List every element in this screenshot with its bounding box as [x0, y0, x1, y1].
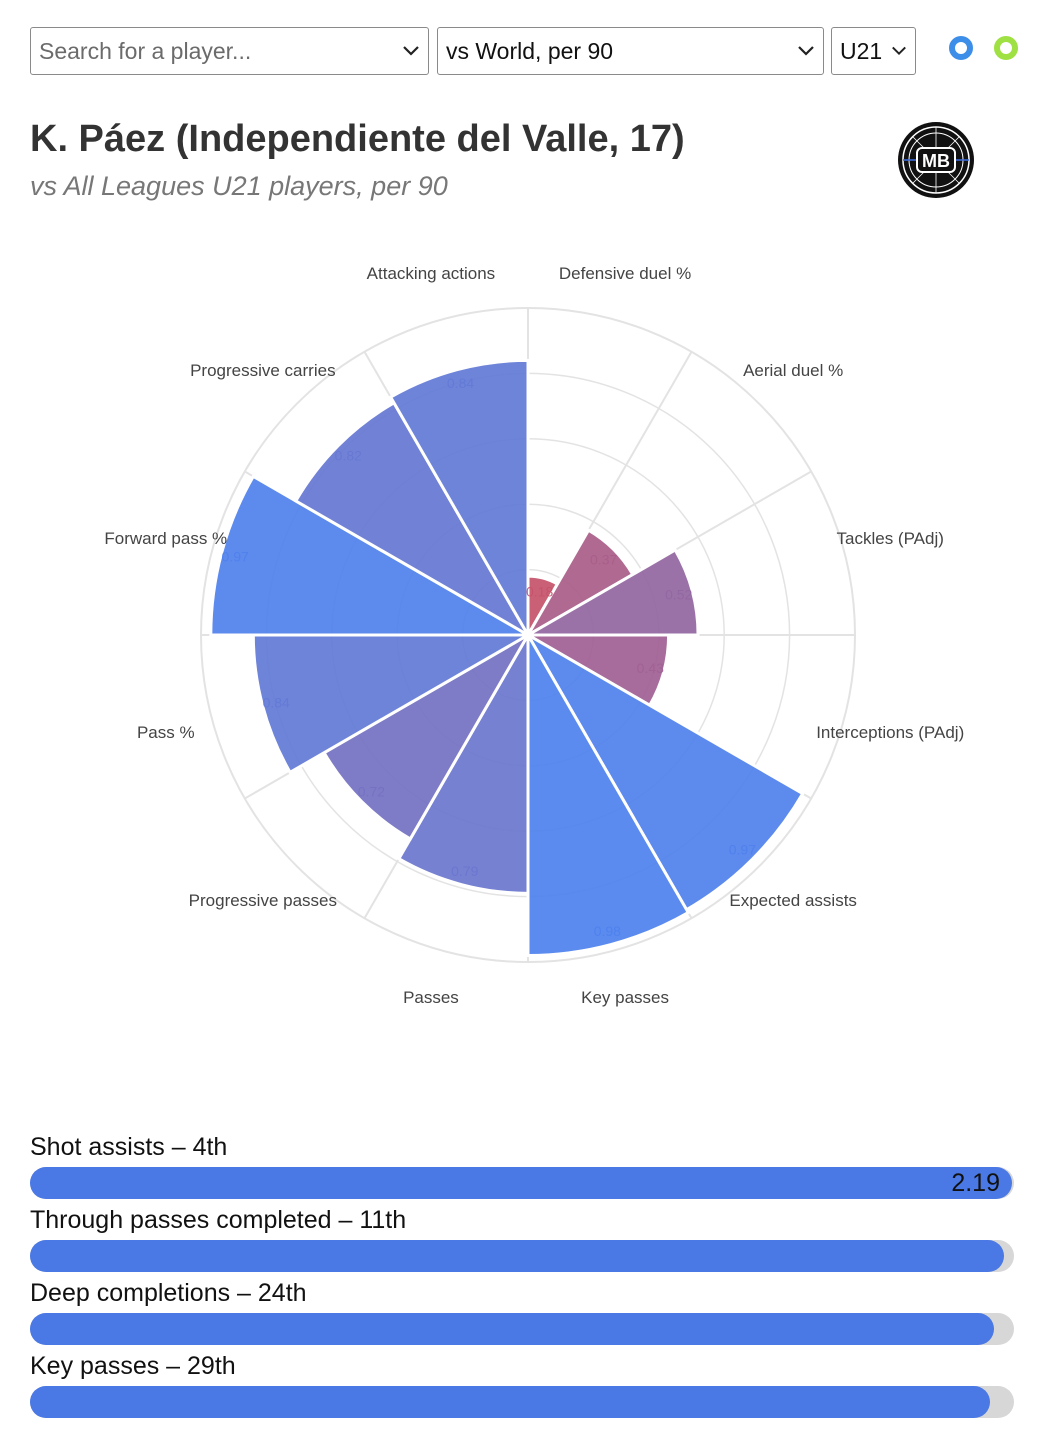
category-label: Aerial duel % [743, 361, 843, 380]
value-label: 0.97 [729, 841, 756, 857]
chevron-down-icon [403, 46, 419, 56]
value-label: 0.72 [358, 784, 385, 800]
wedge-progressive-passes[interactable] [322, 630, 533, 841]
stat-bar-fill [30, 1313, 995, 1345]
category-label: Forward pass % [104, 529, 227, 548]
category-label: Passes [403, 988, 459, 1007]
value-label: 0.98 [594, 923, 621, 939]
stat-value: 2.19 [951, 1169, 1000, 1197]
category-label: Attacking actions [367, 264, 496, 283]
stat-label: Key passes – 29th [30, 1352, 236, 1380]
age-group-value: U21 [840, 37, 883, 64]
stat-row: Deep completions – 24th [30, 1277, 1014, 1345]
stat-label: Deep completions – 24th [30, 1279, 307, 1307]
stat-label: Through passes completed – 11th [30, 1206, 407, 1234]
stat-row: Through passes completed – 11th [30, 1204, 1014, 1272]
wedge-tackles-padj[interactable] [522, 547, 700, 637]
stat-bar-track [30, 1240, 1014, 1272]
wedge-pass[interactable] [251, 633, 534, 775]
wedge-forward-pass[interactable] [209, 474, 534, 637]
category-label: Pass % [137, 723, 195, 742]
stat-bar-track [30, 1313, 1014, 1345]
wedge-passes[interactable] [396, 629, 530, 895]
chevron-down-icon [892, 46, 906, 56]
value-label: 0.79 [451, 863, 478, 879]
player-search-select[interactable]: Search for a player... [30, 27, 429, 75]
category-label: Progressive passes [189, 891, 337, 910]
comparison-value: vs World, per 90 [446, 37, 614, 64]
value-label: 0.37 [590, 551, 617, 567]
chevron-down-icon [798, 46, 814, 56]
age-group-select[interactable]: U21 [831, 27, 916, 75]
value-label: 0.84 [263, 694, 290, 710]
value-label: 0.97 [222, 549, 249, 565]
stat-bar-fill [30, 1386, 991, 1418]
wedge-key-passes[interactable] [526, 629, 691, 957]
value-label: 0.84 [447, 375, 474, 391]
page-title: K. Páez (Independiente del Valle, 17) [30, 118, 685, 160]
stat-label: Shot assists – 4th [30, 1133, 228, 1161]
svg-text:MB: MB [922, 151, 950, 171]
category-label: Tackles (PAdj) [837, 529, 944, 548]
polar-bar-chart: 0.18 0.37 0.52 0.43 0.97 0.98 0.79 0.72 0.84 0.97… [104, 264, 964, 1007]
value-label: 0.43 [637, 660, 664, 676]
stat-bar-track: 2.19 [30, 1167, 1014, 1199]
green-theme-toggle[interactable] [994, 36, 1018, 60]
category-label: Progressive carries [190, 361, 336, 380]
category-label: Interceptions (PAdj) [816, 723, 964, 742]
stat-bar-track [30, 1386, 1014, 1418]
value-label: 0.82 [335, 447, 362, 463]
stat-row: Key passes – 29th [30, 1350, 1014, 1418]
player-search-placeholder: Search for a player... [39, 37, 252, 64]
wedge-progressive-carries[interactable] [293, 400, 533, 640]
category-label: Defensive duel % [559, 264, 691, 283]
stat-bar-fill [30, 1240, 1005, 1272]
comparison-select[interactable]: vs World, per 90 [437, 27, 824, 75]
value-label: 0.52 [665, 587, 692, 603]
category-label: Expected assists [729, 891, 857, 910]
mb-logo: MB [898, 122, 974, 198]
stat-bar-fill [30, 1167, 1013, 1199]
wedge-expected-assists[interactable] [523, 630, 805, 912]
wedge-attacking-actions[interactable] [388, 358, 530, 641]
value-label: 0.18 [526, 584, 553, 600]
stat-row: Shot assists – 4th 2.19 [30, 1131, 1014, 1199]
category-label: Key passes [581, 988, 669, 1007]
page-subtitle: vs All Leagues U21 players, per 90 [30, 171, 448, 201]
blue-theme-toggle[interactable] [949, 36, 973, 60]
